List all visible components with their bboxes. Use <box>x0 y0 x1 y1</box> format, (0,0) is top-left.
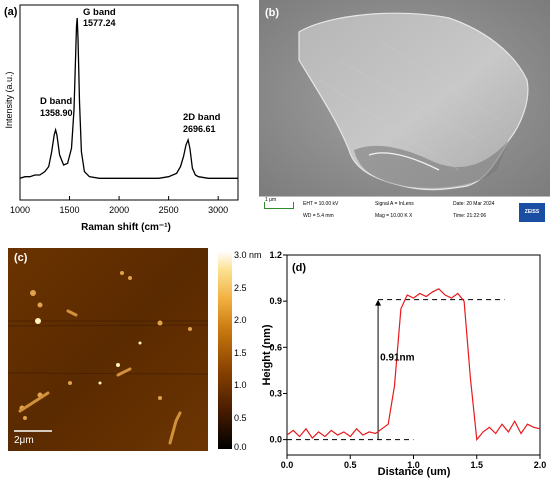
height-reference-lines <box>287 299 505 441</box>
raman-x-label: Raman shift (cm⁻¹) <box>81 222 171 233</box>
height-y-tick-label: 0.0 <box>269 435 282 445</box>
2d-band-value: 2696.61 <box>183 124 216 134</box>
raman-x-tick-label: 1000 <box>10 205 30 215</box>
panel-label-c: (c) <box>14 252 28 264</box>
colorbar-tick: 0.5 <box>234 413 247 423</box>
d-band-label: D band <box>40 96 72 107</box>
colorbar-tick: 2.0 <box>234 315 247 325</box>
sem-eht: EHT = 10.00 kV <box>303 201 339 207</box>
height-x-tick-label: 0.0 <box>281 460 294 470</box>
g-band-value: 1577.24 <box>83 18 116 28</box>
afm-topography <box>8 248 208 451</box>
sem-mag: Mag = 10.00 K X <box>375 213 413 219</box>
2d-band-label: 2D band <box>183 112 221 123</box>
height-y-tick-label: 0.3 <box>269 388 282 398</box>
panel-label-a: (a) <box>4 6 18 18</box>
sem-scale-label: 1 μm <box>265 197 277 203</box>
panel-label-b: (b) <box>265 7 279 19</box>
sem-image-panel: (b) 1 μm EHT = 10.00 kV WD = 5.4 mm Sign… <box>259 0 550 228</box>
flake-wrinkles <box>318 39 500 171</box>
g-band-label: G band <box>83 7 116 18</box>
height-axis-ticks: 0.0 0.5 1.0 1.5 2.0 0.0 0.3 0.6 0.9 1.2 <box>269 250 546 470</box>
colorbar-tick: 1.0 <box>234 380 247 390</box>
sem-micrograph: (b) <box>259 0 550 197</box>
sem-info-bar: 1 μm EHT = 10.00 kV WD = 5.4 mm Signal A… <box>259 196 550 228</box>
raman-x-ticks: 1000 1500 2000 2500 3000 <box>10 196 228 215</box>
raman-spectrum-line <box>19 17 238 179</box>
height-profile-line <box>286 288 541 442</box>
afm-colorbar <box>218 251 232 449</box>
height-y-tick-label: 0.9 <box>269 296 282 306</box>
raman-x-tick-label: 2000 <box>109 205 129 215</box>
sem-scale-bar <box>264 202 294 209</box>
colorbar-tick: 2.5 <box>234 283 247 293</box>
afm-image: (c) 2μm 3.0 nm 2.5 2.0 1.5 1.0 0.5 0.0 <box>7 248 262 452</box>
raman-y-label: Intensity (a.u.) <box>4 71 14 128</box>
raman-panel: (a) 1000 1500 2000 2500 3000 Raman shift (cm… <box>0 0 262 245</box>
sem-date: Date: 20 Mar 2024 <box>453 201 495 207</box>
height-x-tick-label: 1.0 <box>407 460 420 470</box>
sem-signal: Signal A = InLens <box>375 201 414 207</box>
afm-scale-label: 2μm <box>14 435 34 446</box>
raman-x-tick-label: 2500 <box>159 205 179 215</box>
colorbar-tick: 3.0 nm <box>234 250 262 260</box>
height-profile-chart: (d) 0.0 0.5 1.0 1.5 2.0 0.0 0.3 0.6 0.9 1.2 0.91n… <box>261 250 546 478</box>
height-y-tick-label: 1.2 <box>269 250 282 260</box>
height-x-tick-label: 1.5 <box>470 460 483 470</box>
height-x-tick-label: 2.0 <box>534 460 547 470</box>
colorbar-tick: 0.0 <box>234 442 247 452</box>
panel-label-d: (d) <box>292 262 306 274</box>
afm-scan-lines <box>7 320 209 375</box>
height-y-tick-label: 0.6 <box>269 342 282 352</box>
flake-fold-shadow <box>354 140 509 188</box>
arrow-head <box>375 299 382 306</box>
afm-panel: (c) 2μm 3.0 nm 2.5 2.0 1.5 1.0 0.5 0.0 <box>0 243 262 481</box>
colorbar-tick: 1.5 <box>234 348 247 358</box>
height-x-tick-label: 0.5 <box>344 460 357 470</box>
sem-wd: WD = 5.4 mm <box>303 213 334 219</box>
height-x-label: Distance (um) <box>378 466 451 478</box>
raman-chart: (a) 1000 1500 2000 2500 3000 Raman shift (cm… <box>4 4 239 233</box>
d-band-value: 1358.90 <box>40 108 73 118</box>
raman-plot-frame <box>19 4 239 201</box>
sem-time: Time: 21:22:06 <box>453 213 487 219</box>
afm-graphene-strands <box>18 309 182 445</box>
raman-x-tick-label: 3000 <box>208 205 228 215</box>
height-y-label: Height (nm) <box>262 324 273 385</box>
height-profile-panel: (d) 0.0 0.5 1.0 1.5 2.0 0.0 0.3 0.6 0.9 1.2 0.91n… <box>261 243 550 481</box>
raman-x-tick-label: 1500 <box>60 205 80 215</box>
step-height-annotation: 0.91nm <box>380 352 415 363</box>
flake-edge-highlight <box>368 152 440 171</box>
zeiss-logo: ZEISS <box>519 203 545 222</box>
